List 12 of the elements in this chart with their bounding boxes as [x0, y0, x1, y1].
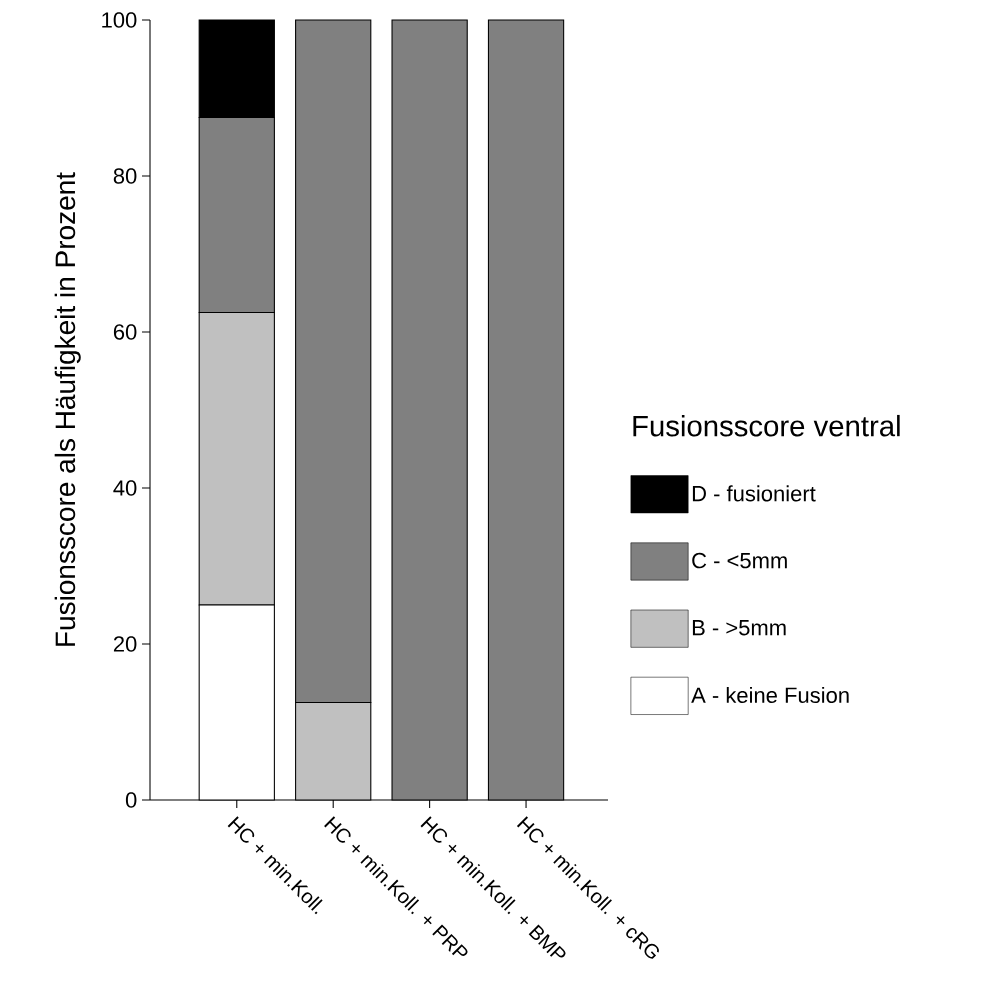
legend-label: B - >5mm — [692, 620, 786, 636]
y-axis-title: Fusionsscore als Häufigkeit in Prozent — [54, 172, 81, 646]
y-tick-label: 0 — [125, 792, 137, 808]
legend-label: A - keine Fusion — [691, 686, 849, 704]
legend-label: D - fusioniert — [692, 485, 816, 502]
y-tick-label: 80 — [113, 168, 137, 184]
legend-title: Fusionsscore ventral — [633, 414, 900, 437]
y-tick-label: 20 — [113, 636, 137, 652]
legend-label: C - <5mm — [692, 552, 787, 569]
y-tick-label: 60 — [113, 324, 137, 340]
y-tick-label: 40 — [113, 480, 137, 496]
y-tick-label: 100 — [102, 12, 137, 28]
